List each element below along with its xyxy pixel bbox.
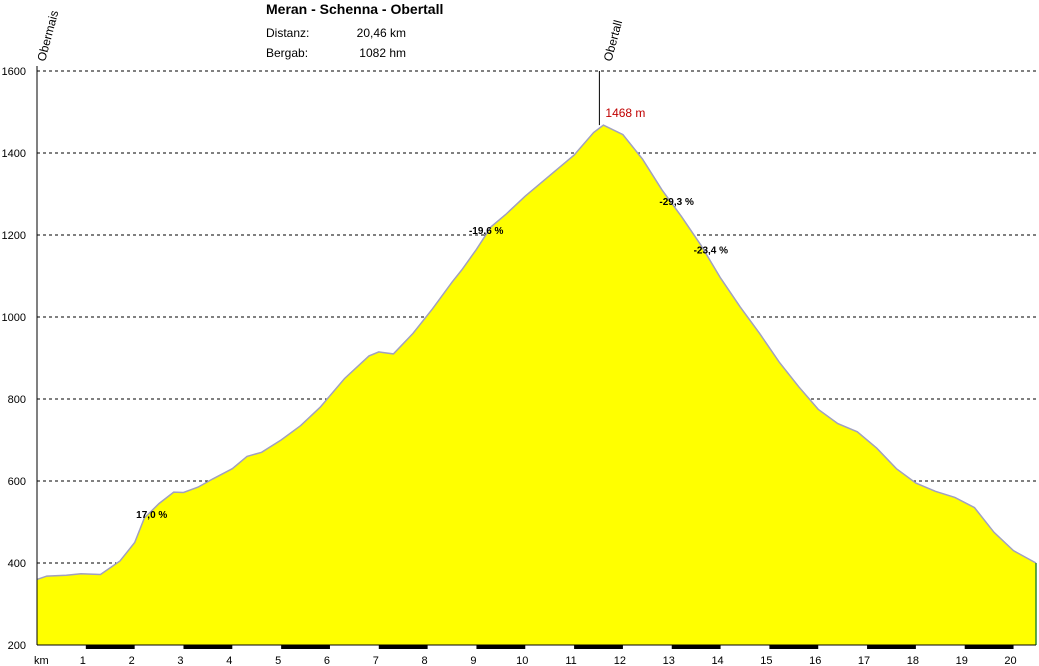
- x-tick-label: 14: [711, 655, 723, 666]
- y-tick-label: 600: [8, 476, 26, 488]
- elevation-area: [37, 125, 1036, 646]
- km-bar-segment: [476, 645, 526, 649]
- km-bar-segment: [964, 645, 1014, 649]
- y-tick-label: 800: [8, 394, 26, 406]
- top-marker-label: Obertall: [601, 19, 625, 63]
- x-tick-label: 11: [565, 655, 576, 666]
- descent-label: Bergab:: [266, 46, 309, 60]
- y-tick-label: 1400: [2, 148, 26, 160]
- grade-annotation: -29,3 %: [659, 197, 694, 208]
- x-tick-label: 9: [470, 655, 476, 666]
- x-tick-label: 13: [663, 655, 675, 666]
- x-tick-label: 6: [324, 655, 330, 666]
- km-bar-segment: [574, 645, 623, 649]
- y-tick-label: 1000: [2, 312, 26, 324]
- peak-elevation-label: 1468 m: [605, 106, 645, 120]
- y-tick-label: 1200: [2, 230, 26, 242]
- km-bar-segment: [867, 645, 916, 649]
- km-bar-segment: [183, 645, 233, 649]
- grade-annotations: 17,0 % -19,6 % -29,3 % -23,4 %: [136, 197, 728, 521]
- x-tick-labels: km 1 2 3 4 5 6 7 8 9 10 11 12 13 14 15 16 17 18 19 20: [34, 655, 1017, 666]
- x-tick-label: 10: [516, 655, 528, 666]
- x-tick-label: 2: [129, 655, 135, 666]
- x-tick-label: 18: [907, 655, 919, 666]
- x-tick-label: 4: [226, 655, 232, 666]
- top-marker-label: Obermais: [34, 9, 61, 63]
- x-tick-label: 3: [177, 655, 183, 666]
- y-tick-label: 400: [8, 558, 26, 570]
- descent-value: 1082 hm: [359, 46, 406, 60]
- x-tick-label: 5: [275, 655, 281, 666]
- grade-annotation: -19,6 %: [469, 226, 504, 237]
- x-unit-label: km: [34, 655, 49, 666]
- x-tick-label: 15: [760, 655, 772, 666]
- x-tick-label: 17: [858, 655, 870, 666]
- x-tick-label: 1: [80, 655, 86, 666]
- y-tick-label: 1600: [2, 66, 26, 78]
- y-tick-label: 200: [8, 640, 26, 652]
- km-bar-segment: [281, 645, 330, 649]
- grade-annotation: -23,4 %: [694, 245, 729, 256]
- x-tick-label: 8: [422, 655, 428, 666]
- km-bar-segment: [769, 645, 819, 649]
- x-tick-label: 16: [809, 655, 821, 666]
- x-tick-label: 20: [1004, 655, 1016, 666]
- grade-annotation: 17,0 %: [136, 510, 167, 521]
- distance-value: 20,46 km: [356, 26, 406, 40]
- distance-label: Distanz:: [266, 26, 310, 40]
- chart-title: Meran - Schenna - Obertall: [266, 1, 444, 17]
- km-bar-segment: [85, 645, 135, 649]
- x-tick-label: 7: [373, 655, 379, 666]
- km-bar-segment: [378, 645, 428, 649]
- elevation-line: [36, 124, 1037, 581]
- x-tick-label: 19: [956, 655, 968, 666]
- y-tick-labels: 200 400 600 800 1000 1200 1400 1600: [2, 66, 26, 652]
- x-tick-label: 12: [614, 655, 626, 666]
- axes: [36, 66, 1037, 649]
- km-bar-segment: [671, 645, 721, 649]
